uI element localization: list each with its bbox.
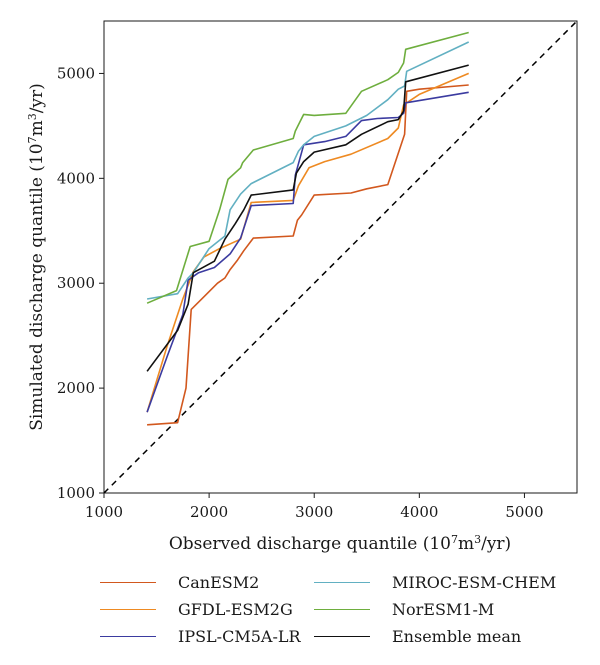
legend-label-ipsl-cm5a-lr: IPSL-CM5A-LR xyxy=(178,626,301,646)
series-line-noresm1-m xyxy=(146,31,469,304)
legend: CanESM2 GFDL-ESM2G IPSL-CM5A-LR MIROC-ES… xyxy=(100,570,600,660)
x-tick-label: 3000 xyxy=(295,503,333,521)
legend-item-gfdl-esm2g: GFDL-ESM2G xyxy=(100,597,293,621)
legend-item-canesm2: CanESM2 xyxy=(100,570,259,594)
legend-label-noresm1-m: NorESM1-M xyxy=(392,599,495,619)
series-line-ensemble-mean xyxy=(146,64,469,372)
series-layer xyxy=(146,31,470,426)
series-line-miroc-esm-chem xyxy=(146,41,470,300)
legend-swatch-canesm2 xyxy=(100,581,156,583)
legend-swatch-ipsl-cm5a-lr xyxy=(100,635,156,637)
legend-label-miroc-esm-chem: MIROC-ESM-CHEM xyxy=(392,572,557,592)
legend-item-noresm1-m: NorESM1-M xyxy=(314,597,494,621)
x-axis-ticks: 1000 2000 3000 4000 5000 xyxy=(85,493,544,521)
legend-swatch-miroc-esm-chem xyxy=(314,581,370,583)
legend-label-gfdl-esm2g: GFDL-ESM2G xyxy=(178,599,293,619)
legend-item-ipsl-cm5a-lr: IPSL-CM5A-LR xyxy=(100,624,301,648)
plot-frame xyxy=(103,20,578,494)
legend-item-miroc-esm-chem: MIROC-ESM-CHEM xyxy=(314,570,556,594)
y-tick-label: 5000 xyxy=(57,64,95,82)
x-tick-label: 1000 xyxy=(85,503,123,521)
legend-swatch-ensemble-mean xyxy=(314,635,370,637)
y-axis-ticks: 1000 2000 3000 4000 5000 xyxy=(57,64,104,502)
x-axis-label: Observed discharge quantile (107m3/yr) xyxy=(169,533,511,555)
legend-swatch-gfdl-esm2g xyxy=(100,608,156,610)
x-tick-label: 4000 xyxy=(400,503,438,521)
series-line-ipsl-cm5a-lr xyxy=(146,91,469,413)
legend-item-ensemble-mean: Ensemble mean xyxy=(314,624,521,648)
y-tick-label: 1000 xyxy=(57,484,95,502)
series-line-canesm2 xyxy=(147,84,469,426)
legend-swatch-noresm1-m xyxy=(314,608,370,610)
y-tick-label: 2000 xyxy=(57,379,95,397)
x-tick-label: 5000 xyxy=(505,503,543,521)
legend-label-canesm2: CanESM2 xyxy=(178,572,260,592)
series-line-gfdl-esm2g xyxy=(146,72,470,413)
y-tick-label: 3000 xyxy=(57,274,95,292)
x-tick-label: 2000 xyxy=(190,503,228,521)
reference-line xyxy=(103,20,578,494)
y-tick-label: 4000 xyxy=(57,169,95,187)
discharge-quantile-chart: 1000 2000 3000 4000 5000 1000 2000 3000 4000 500… xyxy=(26,20,578,555)
legend-label-ensemble-mean: Ensemble mean xyxy=(392,626,522,646)
y-axis-label: Simulated discharge quantile (107m3/yr) xyxy=(26,83,48,431)
